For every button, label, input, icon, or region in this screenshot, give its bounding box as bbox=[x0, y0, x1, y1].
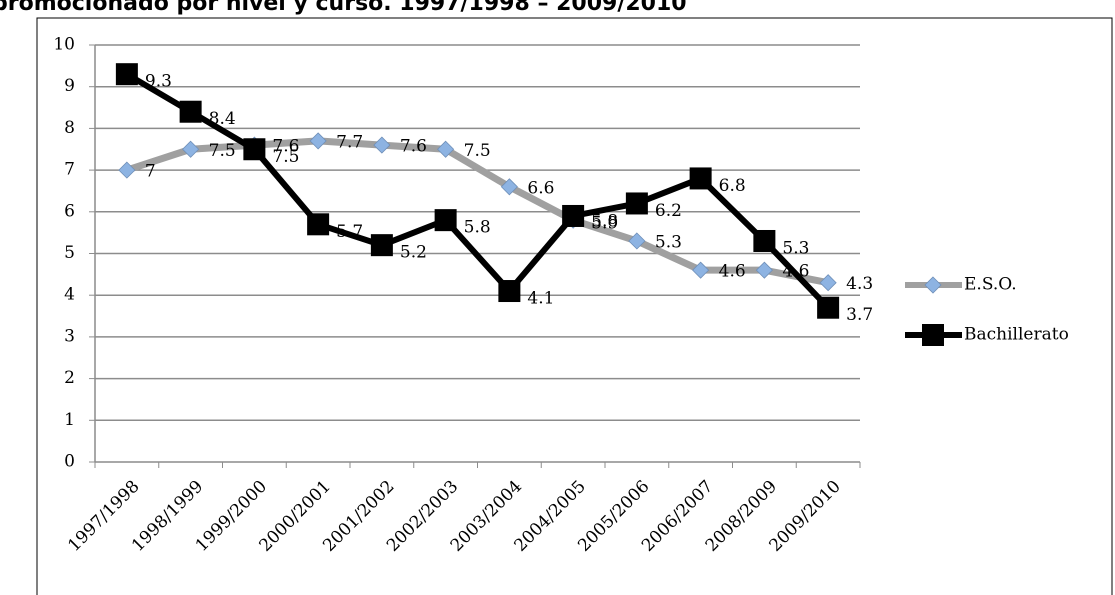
y-tick-label: 8 bbox=[64, 118, 75, 138]
marker bbox=[625, 192, 648, 215]
data-label: 6.2 bbox=[655, 201, 682, 221]
data-label: 7.6 bbox=[400, 137, 427, 157]
data-label: 9.3 bbox=[145, 72, 172, 92]
y-tick-label: 7 bbox=[64, 160, 75, 180]
marker bbox=[179, 100, 202, 123]
data-label: 6.8 bbox=[719, 176, 746, 196]
y-tick-label: 6 bbox=[64, 201, 75, 221]
marker bbox=[562, 204, 585, 227]
marker bbox=[309, 132, 327, 150]
y-tick-label: 10 bbox=[53, 35, 75, 55]
data-label: 7.7 bbox=[336, 132, 363, 152]
y-tick-label: 5 bbox=[64, 243, 75, 263]
marker bbox=[628, 232, 646, 250]
chart-title: promocionado por nivel y curso. 1997/199… bbox=[0, 0, 687, 16]
data-label: 7.5 bbox=[272, 147, 299, 167]
data-label: 5.9 bbox=[591, 213, 618, 233]
legend-label: E.S.O. bbox=[964, 275, 1017, 295]
marker bbox=[115, 63, 138, 86]
marker bbox=[819, 274, 837, 292]
data-label: 3.7 bbox=[846, 305, 873, 325]
data-label: 7.5 bbox=[464, 141, 491, 161]
marker bbox=[500, 178, 518, 196]
marker bbox=[755, 261, 773, 279]
data-label: 7.6 bbox=[272, 137, 299, 157]
data-label: 5.7 bbox=[336, 222, 363, 242]
marker bbox=[118, 161, 136, 179]
data-label: 5.8 bbox=[464, 218, 491, 238]
data-label: 4.3 bbox=[846, 274, 873, 294]
data-label: 6.6 bbox=[527, 178, 554, 198]
marker bbox=[437, 140, 455, 158]
data-label: 5.3 bbox=[782, 238, 809, 258]
data-label: 5.2 bbox=[400, 243, 427, 263]
marker bbox=[753, 229, 776, 252]
data-label: 7.5 bbox=[209, 141, 236, 161]
marker bbox=[182, 140, 200, 158]
data-label: 5.8 bbox=[591, 212, 618, 232]
data-label: 4.1 bbox=[527, 289, 554, 309]
y-tick-label: 0 bbox=[64, 452, 75, 472]
data-label: 5.3 bbox=[655, 232, 682, 252]
marker bbox=[434, 209, 457, 232]
y-tick-label: 9 bbox=[64, 76, 75, 96]
marker bbox=[373, 136, 391, 154]
y-tick-label: 4 bbox=[64, 285, 75, 305]
marker bbox=[817, 296, 840, 319]
marker bbox=[689, 167, 712, 190]
legend-label: Bachillerato bbox=[964, 325, 1069, 345]
marker bbox=[924, 276, 942, 294]
data-label: 8.4 bbox=[209, 109, 236, 129]
y-tick-label: 1 bbox=[64, 410, 75, 430]
chart-frame bbox=[36, 17, 1113, 595]
data-label: 7 bbox=[145, 162, 156, 182]
marker bbox=[692, 261, 710, 279]
data-label: 4.6 bbox=[719, 262, 746, 282]
y-tick-label: 3 bbox=[64, 326, 75, 346]
marker bbox=[498, 280, 521, 303]
marker bbox=[922, 324, 944, 346]
marker bbox=[243, 138, 266, 161]
marker bbox=[307, 213, 330, 236]
y-tick-label: 2 bbox=[64, 368, 75, 388]
marker bbox=[370, 234, 393, 257]
